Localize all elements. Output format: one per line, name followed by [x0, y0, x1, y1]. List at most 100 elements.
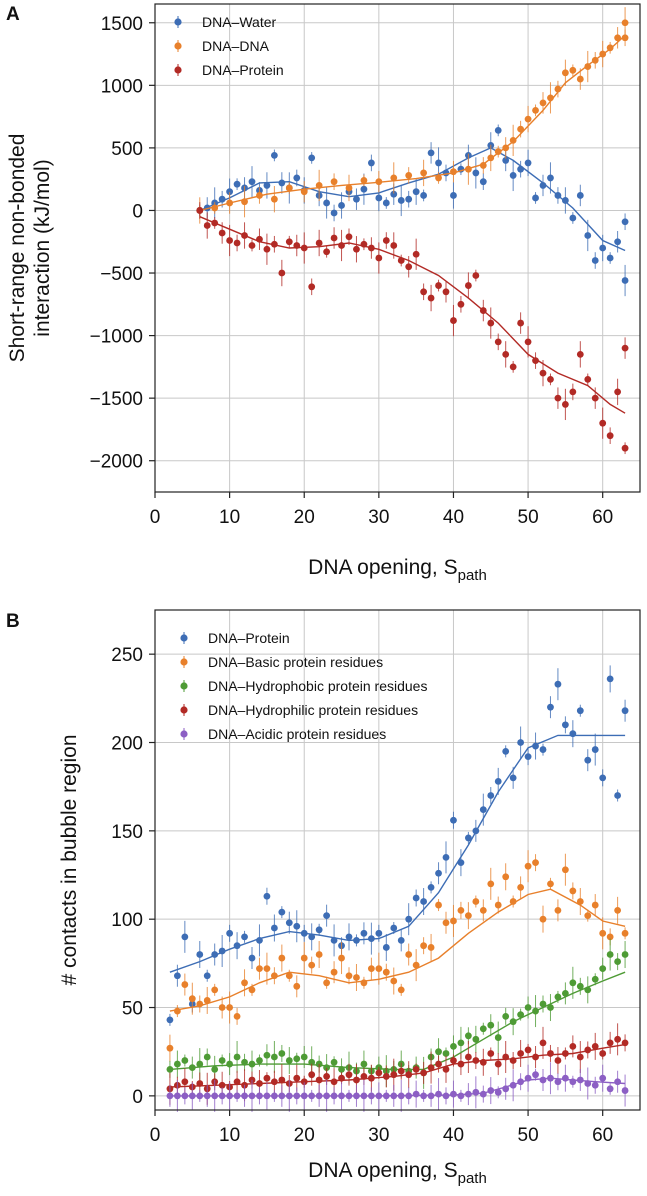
data-point	[569, 388, 577, 396]
data-point	[278, 1050, 286, 1057]
data-point	[353, 1092, 360, 1100]
data-point	[330, 936, 338, 944]
legend-marker	[174, 42, 182, 50]
data-point	[308, 154, 316, 162]
data-point	[576, 982, 584, 990]
data-point	[420, 1092, 428, 1100]
data-point	[166, 1016, 174, 1024]
data-point	[285, 972, 293, 980]
data-point	[270, 1078, 278, 1086]
data-point	[218, 1081, 226, 1089]
data-point	[270, 195, 278, 203]
data-point	[233, 1092, 241, 1100]
data-point	[479, 806, 487, 814]
data-point	[464, 1053, 472, 1061]
data-point	[442, 919, 450, 927]
data-point	[233, 1053, 241, 1061]
data-point	[547, 1074, 554, 1082]
data-point	[203, 1053, 211, 1061]
data-point	[472, 1057, 480, 1064]
data-point	[226, 929, 234, 937]
data-point	[241, 1058, 248, 1066]
data-point	[211, 1092, 219, 1100]
data-point	[554, 85, 562, 93]
data-point	[382, 237, 390, 244]
data-point	[241, 933, 248, 941]
legend-marker	[180, 730, 188, 738]
data-point	[479, 1090, 487, 1098]
data-point	[621, 1087, 629, 1094]
data-point	[502, 1053, 510, 1061]
panel-a: A 0 10 20 30 40 50 60 −2000 −1500 −1000 −500 0 500 10…	[6, 3, 641, 584]
data-point	[382, 944, 390, 951]
data-point	[524, 1004, 532, 1011]
data-point	[211, 219, 219, 227]
y-tick-label: 0	[132, 1087, 143, 1108]
data-point	[181, 1092, 189, 1100]
data-point	[539, 1000, 547, 1008]
data-point	[420, 898, 428, 905]
y-tick-label: −500	[100, 264, 143, 285]
data-point	[614, 238, 622, 246]
data-point	[293, 1074, 301, 1082]
data-point	[330, 234, 338, 242]
data-point	[569, 66, 577, 74]
data-point	[367, 1074, 375, 1082]
data-point	[614, 1035, 622, 1043]
data-point	[606, 1039, 614, 1047]
data-point	[457, 859, 465, 867]
data-point	[614, 792, 622, 799]
data-point	[502, 350, 510, 358]
data-point	[509, 898, 517, 905]
data-point	[532, 859, 539, 867]
data-point	[420, 169, 428, 177]
data-point	[487, 154, 495, 162]
data-point	[173, 972, 181, 980]
data-point	[487, 1021, 495, 1029]
data-point	[435, 1090, 442, 1098]
data-point	[539, 99, 547, 107]
x-tick-label: 50	[518, 1125, 539, 1146]
data-point	[442, 1050, 450, 1057]
x-tick-label: 20	[294, 507, 315, 528]
data-point	[338, 1092, 345, 1100]
data-point	[554, 394, 562, 402]
data-point	[479, 906, 487, 914]
data-point	[539, 1039, 547, 1047]
data-point	[308, 933, 316, 941]
data-point	[509, 1057, 517, 1064]
data-point	[248, 242, 256, 249]
data-point	[270, 240, 278, 248]
data-point	[293, 174, 301, 182]
data-point	[614, 34, 622, 42]
data-point	[450, 192, 457, 199]
data-point	[263, 1051, 271, 1059]
data-point	[442, 1092, 450, 1100]
x-tick-label: 40	[443, 1125, 464, 1146]
data-point	[576, 350, 584, 358]
data-point	[420, 288, 428, 296]
data-point	[547, 1050, 554, 1057]
data-point	[427, 1064, 435, 1071]
data-point	[300, 1092, 308, 1100]
data-point	[576, 75, 584, 83]
data-point	[584, 1046, 592, 1054]
data-point	[330, 1092, 338, 1100]
data-point	[487, 792, 495, 799]
y-axis: 0 50 100 150 200 250	[111, 645, 155, 1108]
data-point	[375, 254, 383, 262]
data-point	[405, 172, 413, 179]
data-point	[427, 149, 435, 157]
data-point	[405, 1092, 413, 1100]
data-point	[211, 204, 219, 212]
data-point	[196, 951, 204, 958]
data-point	[233, 1078, 241, 1086]
x-axis-label: DNA opening, Spath	[308, 1159, 487, 1187]
data-point	[554, 192, 562, 199]
data-point	[360, 240, 368, 248]
data-point	[599, 929, 607, 937]
data-point	[390, 977, 398, 985]
data-point	[397, 1092, 405, 1100]
data-point	[263, 965, 271, 973]
data-point	[293, 1055, 301, 1063]
